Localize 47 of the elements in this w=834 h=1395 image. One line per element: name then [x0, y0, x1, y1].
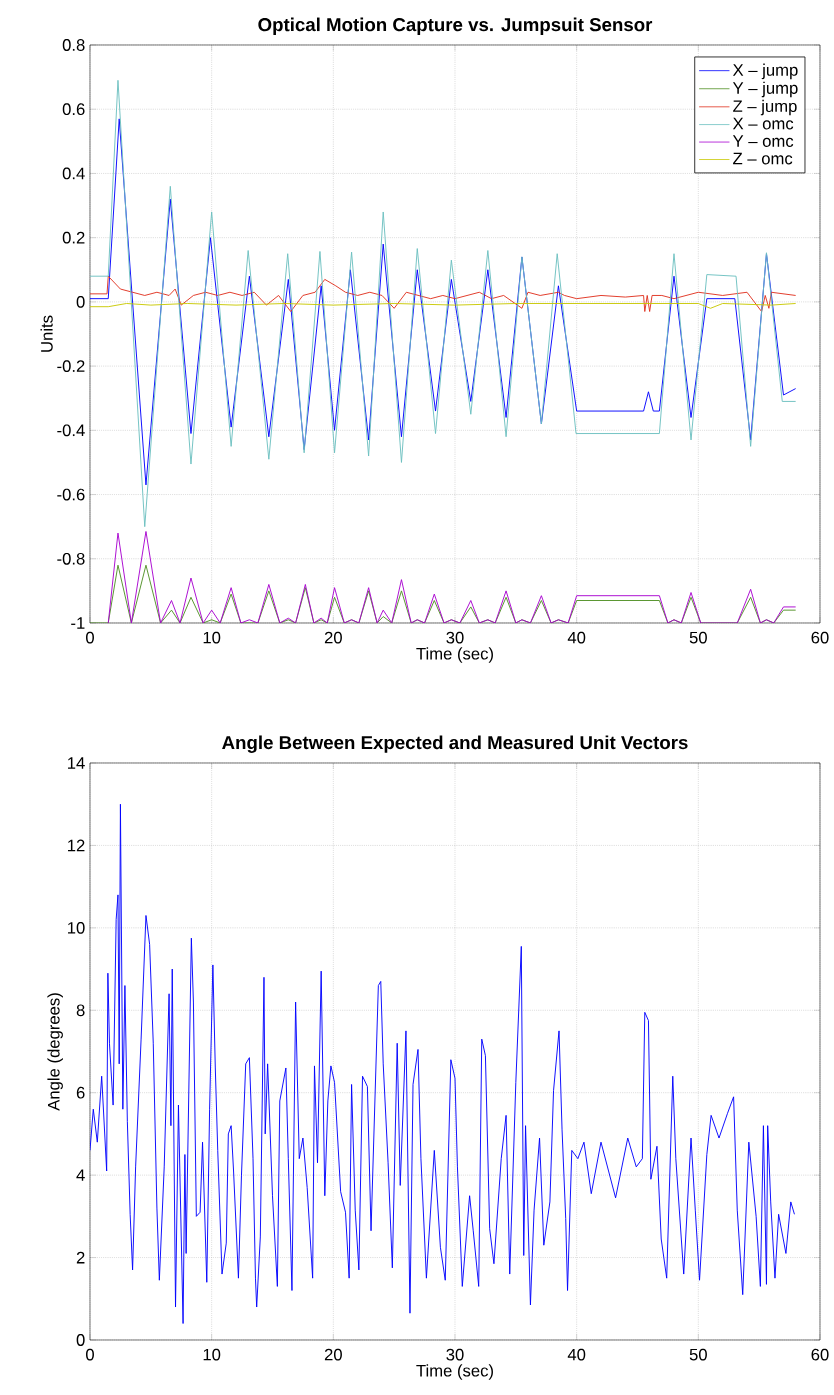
legend-label: X – jump [733, 63, 798, 80]
y-tick-label: 0 [76, 1334, 85, 1346]
y-tick-label: 4 [76, 1169, 85, 1181]
x-tick-label: 0 [86, 1348, 95, 1361]
y-axis-title: Units [40, 315, 53, 352]
line-series [107, 531, 797, 623]
chart-title: Optical Motion Capture vs. Jumpsuit Sensor [258, 17, 653, 35]
y-tick-label: 2 [77, 1251, 85, 1264]
x-tick-label: 10 [203, 1348, 221, 1361]
y-tick-label: 0.4 [62, 167, 85, 180]
y-axis-title: Angle (degrees) [47, 993, 64, 1111]
x-tick-label: 20 [325, 631, 343, 644]
y-tick-label: 14 [68, 757, 85, 769]
y-tick-label: -0.2 [57, 360, 85, 373]
x-tick-label: 20 [325, 1348, 343, 1361]
y-tick-label: 0 [76, 295, 85, 308]
legend-label: Y – omc [733, 135, 794, 147]
y-tick-label: 0.8 [62, 39, 85, 51]
x-tick-label: 60 [811, 631, 829, 644]
y-tick-label: -0.6 [57, 488, 85, 501]
chart-title: Angle Between Expected and Measured Unit Vectors [222, 735, 688, 753]
x-axis-title: Time (sec) [416, 647, 494, 663]
legend-label: X – omc [733, 117, 794, 130]
legend-label: Z – omc [733, 152, 793, 165]
y-tick-label: 8 [76, 1004, 85, 1017]
x-tick-label: 40 [567, 1348, 586, 1361]
x-tick-label: 10 [203, 631, 221, 644]
x-axis-title: Time (sec) [416, 1364, 494, 1380]
x-tick-label: 30 [446, 631, 464, 644]
y-tick-label: 10 [68, 921, 85, 934]
legend-label: Z – jump [733, 99, 797, 116]
line-series [90, 79, 797, 528]
y-tick-label: 0.2 [62, 231, 85, 244]
y-tick-label: -0.4 [57, 424, 85, 437]
x-tick-label: 50 [689, 631, 708, 644]
y-tick-label: -1 [71, 617, 85, 629]
x-tick-label: 0 [86, 631, 95, 644]
y-tick-label: 6 [77, 1086, 85, 1099]
x-tick-label: 60 [811, 1348, 829, 1361]
x-tick-label: 40 [567, 631, 586, 644]
legend-label: Y – jump [733, 81, 798, 98]
y-tick-label: 0.6 [62, 103, 85, 116]
y-tick-label: -0.8 [57, 552, 85, 565]
x-tick-label: 50 [689, 1348, 708, 1361]
line-series [90, 803, 796, 1324]
x-tick-label: 30 [446, 1348, 464, 1361]
y-tick-label: 12 [68, 839, 85, 852]
